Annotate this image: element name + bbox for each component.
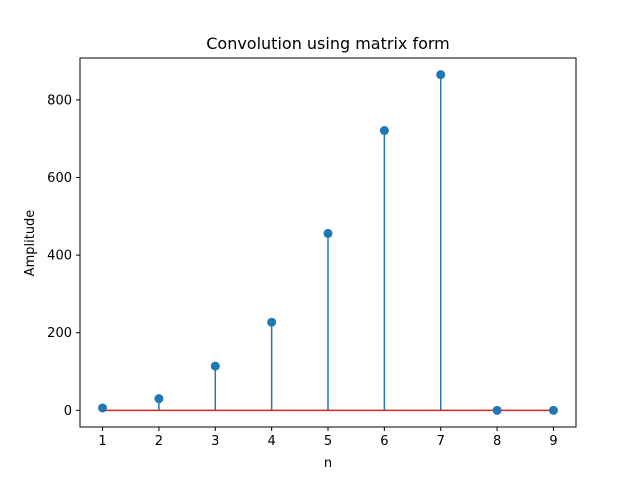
stem-marker [379, 126, 389, 136]
x-tick-label: 8 [493, 434, 501, 449]
stem-marker [436, 70, 446, 80]
plot-area [98, 70, 558, 415]
stem-marker [267, 317, 277, 327]
y-axis: 0 200 400 600 800 [47, 93, 80, 419]
x-tick-label: 7 [437, 434, 445, 449]
y-tick-label: 200 [47, 326, 72, 341]
x-axis-label: n [324, 456, 332, 471]
stem-marker [98, 403, 108, 413]
x-axis: 1 2 3 4 5 6 7 8 9 [98, 427, 558, 449]
x-tick-label: 4 [267, 434, 275, 449]
y-axis-label: Amplitude [23, 210, 38, 277]
y-tick-label: 400 [47, 249, 72, 264]
x-tick-label: 2 [155, 434, 163, 449]
stem-marker [154, 394, 164, 404]
x-tick-label: 3 [211, 434, 219, 449]
stem-marker [492, 405, 502, 415]
stem-marker [548, 405, 558, 415]
x-tick-label: 9 [549, 434, 557, 449]
x-tick-label: 1 [98, 434, 106, 449]
y-tick-label: 600 [47, 171, 72, 186]
y-tick-label: 800 [47, 93, 72, 108]
x-tick-label: 6 [380, 434, 388, 449]
chart-title: Convolution using matrix form [206, 34, 450, 53]
stem-marker [323, 228, 333, 238]
y-tick-label: 0 [64, 404, 72, 419]
x-tick-label: 5 [324, 434, 332, 449]
stem-marker [210, 361, 220, 371]
